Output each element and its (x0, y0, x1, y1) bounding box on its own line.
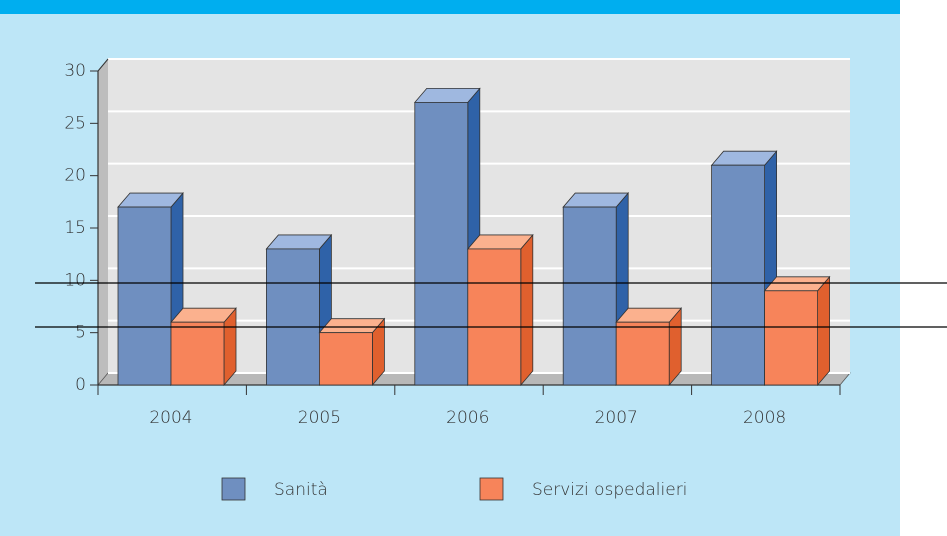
side-wall (98, 59, 108, 385)
plot: 0 5 10 15 20 25 30 2004 2005 2006 2007 2008 Sanità Se… (64, 58, 851, 501)
bar-side (520, 233, 534, 387)
bar-top (562, 192, 630, 208)
bar-top (318, 318, 386, 334)
bar (170, 321, 225, 386)
legend-label: Sanità (274, 480, 328, 500)
bar (615, 321, 670, 386)
y-tick-label: 5 (75, 323, 86, 343)
y-tick-label: 10 (64, 270, 86, 290)
x-tick-label: 2007 (595, 408, 638, 428)
x-tick-label: 2008 (743, 408, 786, 428)
bar-top (710, 150, 778, 166)
y-tick-label: 30 (64, 61, 86, 81)
bar (467, 248, 522, 386)
bar-top (466, 234, 534, 250)
y-tick-label: 15 (64, 218, 86, 238)
bar-side (817, 275, 830, 387)
legend-swatch (479, 477, 504, 501)
bar (117, 206, 172, 386)
x-tick-label: 2004 (149, 408, 192, 428)
x-tick-label: 2005 (298, 408, 341, 428)
bar (414, 102, 469, 386)
top-band (0, 0, 900, 14)
bar-top (170, 307, 237, 323)
legend-swatch (221, 477, 246, 501)
bar (562, 206, 617, 386)
y-tick-label: 0 (75, 375, 86, 395)
bar (711, 164, 765, 386)
bar-top (413, 88, 481, 103)
bar (764, 290, 818, 386)
bar-top (117, 192, 184, 208)
y-axis-depth (97, 58, 109, 72)
y-tick-label: 20 (64, 166, 86, 186)
x-tick-label: 2006 (446, 408, 489, 428)
bar-top (615, 307, 683, 323)
bar-top (763, 276, 831, 292)
bar-top (265, 234, 333, 250)
bar (318, 332, 373, 386)
legend-label: Servizi ospedalieri (532, 480, 687, 500)
y-tick-label: 25 (64, 113, 86, 133)
bar (265, 248, 320, 386)
